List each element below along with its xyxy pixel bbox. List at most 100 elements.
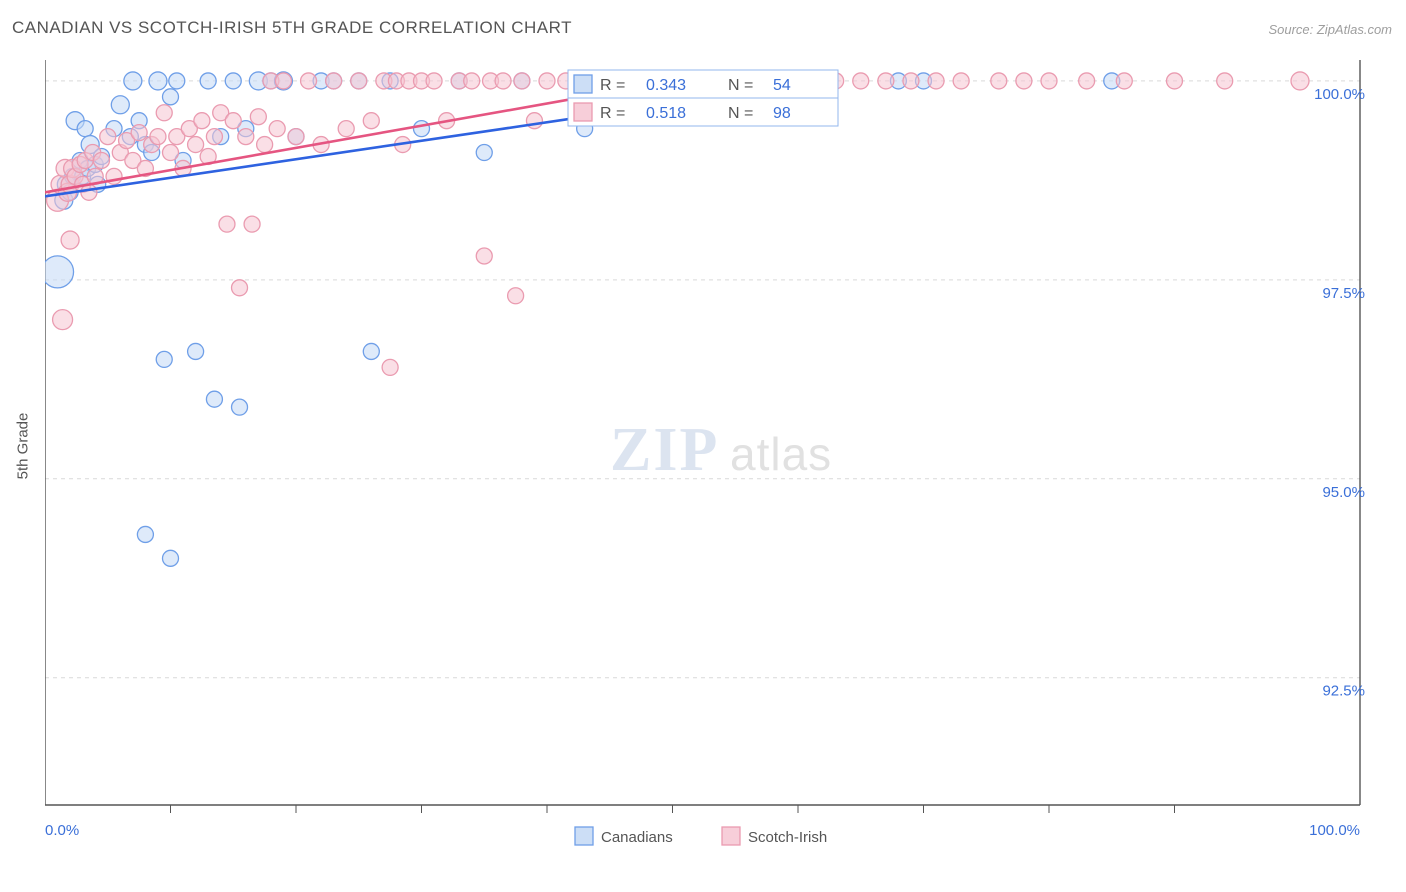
data-marker-scotch-irish bbox=[269, 121, 285, 137]
y-tick-label: 97.5% bbox=[1322, 285, 1365, 302]
legend-N-value: 54 bbox=[773, 77, 791, 94]
data-marker-scotch-irish bbox=[1116, 73, 1132, 89]
data-marker-scotch-irish bbox=[1041, 73, 1057, 89]
y-axis-label-wrap: 5th Grade bbox=[8, 0, 38, 892]
data-marker-canadians bbox=[156, 351, 172, 367]
y-tick-label: 92.5% bbox=[1322, 683, 1365, 700]
data-marker-canadians bbox=[111, 96, 129, 114]
data-marker-scotch-irish bbox=[100, 129, 116, 145]
legend-N-prefix: N = bbox=[728, 105, 753, 122]
watermark-atlas: atlas bbox=[730, 428, 832, 480]
data-marker-canadians bbox=[163, 550, 179, 566]
series-legend-label: Scotch-Irish bbox=[748, 829, 827, 846]
data-marker-scotch-irish bbox=[275, 73, 291, 89]
data-marker-scotch-irish bbox=[1016, 73, 1032, 89]
correlation-legend: R = 0.343 N = 54 R = 0.518 N = 98 bbox=[568, 70, 838, 126]
legend-R-prefix: R = bbox=[600, 77, 625, 94]
data-marker-scotch-irish bbox=[131, 125, 147, 141]
series-legend-label: Canadians bbox=[601, 829, 673, 846]
data-marker-scotch-irish bbox=[156, 105, 172, 121]
data-marker-scotch-irish bbox=[1291, 72, 1309, 90]
legend-R-value: 0.343 bbox=[646, 77, 686, 94]
data-marker-canadians bbox=[137, 526, 153, 542]
watermark-text: ZIP atlas bbox=[610, 416, 832, 484]
data-marker-scotch-irish bbox=[53, 310, 73, 330]
data-marker-canadians bbox=[363, 343, 379, 359]
data-marker-scotch-irish bbox=[257, 137, 273, 153]
data-marker-scotch-irish bbox=[878, 73, 894, 89]
data-marker-scotch-irish bbox=[225, 113, 241, 129]
y-tick-labels: 100.0% 97.5% 95.0% 92.5% bbox=[1314, 86, 1365, 700]
x-tick-marks: 0.0% 100.0% bbox=[45, 805, 1360, 839]
data-marker-scotch-irish bbox=[232, 280, 248, 296]
data-marker-canadians bbox=[232, 399, 248, 415]
data-marker-scotch-irish bbox=[93, 152, 109, 168]
series-legend: Canadians Scotch-Irish bbox=[575, 827, 827, 846]
data-marker-canadians bbox=[169, 73, 185, 89]
data-marker-canadians bbox=[200, 73, 216, 89]
data-marker-scotch-irish bbox=[991, 73, 1007, 89]
data-marker-canadians bbox=[225, 73, 241, 89]
data-marker-canadians bbox=[476, 145, 492, 161]
series-legend-swatch bbox=[575, 827, 593, 845]
data-marker-canadians bbox=[124, 72, 142, 90]
data-marker-scotch-irish bbox=[382, 359, 398, 375]
data-marker-scotch-irish bbox=[539, 73, 555, 89]
data-marker-scotch-irish bbox=[351, 73, 367, 89]
watermark-zip: ZIP bbox=[610, 416, 719, 484]
data-marker-scotch-irish bbox=[508, 288, 524, 304]
data-marker-scotch-irish bbox=[495, 73, 511, 89]
data-marker-scotch-irish bbox=[1217, 73, 1233, 89]
grid-lines bbox=[45, 81, 1360, 678]
y-axis-label: 5th Grade bbox=[15, 413, 32, 480]
data-marker-scotch-irish bbox=[244, 216, 260, 232]
data-marker-scotch-irish bbox=[301, 73, 317, 89]
data-marker-scotch-irish bbox=[928, 73, 944, 89]
data-marker-scotch-irish bbox=[1079, 73, 1095, 89]
data-marker-scotch-irish bbox=[326, 73, 342, 89]
scatter-chart: ZIP atlas R = 0.343 N = 54 R = 0.518 N = 98 100… bbox=[45, 55, 1405, 885]
legend-swatch bbox=[574, 103, 592, 121]
data-marker-scotch-irish bbox=[1167, 73, 1183, 89]
data-marker-scotch-irish bbox=[526, 113, 542, 129]
x-min-label: 0.0% bbox=[45, 822, 79, 839]
chart-title: CANADIAN VS SCOTCH-IRISH 5TH GRADE CORRE… bbox=[12, 18, 572, 38]
legend-R-prefix: R = bbox=[600, 105, 625, 122]
y-tick-label: 95.0% bbox=[1322, 484, 1365, 501]
data-points bbox=[45, 72, 1309, 566]
data-marker-scotch-irish bbox=[853, 73, 869, 89]
data-marker-scotch-irish bbox=[238, 129, 254, 145]
data-marker-canadians bbox=[45, 256, 74, 288]
data-marker-canadians bbox=[163, 89, 179, 105]
data-marker-scotch-irish bbox=[953, 73, 969, 89]
data-marker-scotch-irish bbox=[363, 113, 379, 129]
data-marker-scotch-irish bbox=[206, 129, 222, 145]
y-tick-label: 100.0% bbox=[1314, 86, 1365, 103]
data-marker-scotch-irish bbox=[61, 231, 79, 249]
legend-swatch bbox=[574, 75, 592, 93]
data-marker-scotch-irish bbox=[194, 113, 210, 129]
data-marker-scotch-irish bbox=[514, 73, 530, 89]
data-marker-canadians bbox=[188, 343, 204, 359]
legend-R-value: 0.518 bbox=[646, 105, 686, 122]
data-marker-scotch-irish bbox=[163, 145, 179, 161]
data-marker-scotch-irish bbox=[288, 129, 304, 145]
data-marker-canadians bbox=[149, 72, 167, 90]
data-marker-canadians bbox=[77, 121, 93, 137]
data-marker-scotch-irish bbox=[250, 109, 266, 125]
x-max-label: 100.0% bbox=[1309, 822, 1360, 839]
data-marker-scotch-irish bbox=[338, 121, 354, 137]
data-marker-scotch-irish bbox=[150, 129, 166, 145]
data-marker-scotch-irish bbox=[903, 73, 919, 89]
data-marker-canadians bbox=[206, 391, 222, 407]
source-attribution: Source: ZipAtlas.com bbox=[1268, 22, 1392, 37]
legend-N-prefix: N = bbox=[728, 77, 753, 94]
data-marker-canadians bbox=[414, 121, 430, 137]
data-marker-scotch-irish bbox=[188, 137, 204, 153]
data-marker-scotch-irish bbox=[426, 73, 442, 89]
legend-N-value: 98 bbox=[773, 105, 791, 122]
series-legend-swatch bbox=[722, 827, 740, 845]
data-marker-scotch-irish bbox=[219, 216, 235, 232]
data-marker-scotch-irish bbox=[476, 248, 492, 264]
data-marker-scotch-irish bbox=[464, 73, 480, 89]
